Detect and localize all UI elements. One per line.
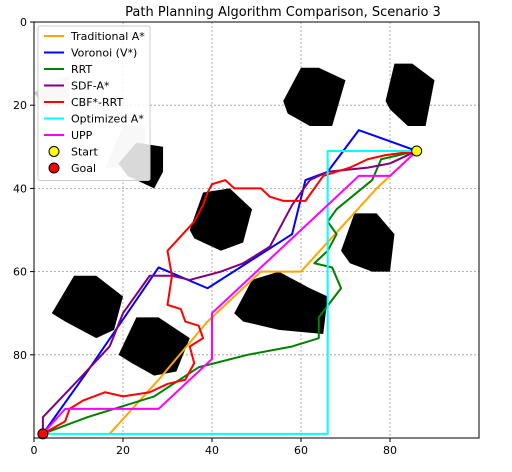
obstacle-6 [341,213,395,272]
y-tick-label-0: 0 [20,16,27,29]
path-line-4 [41,149,418,435]
legend-label-3: SDF-A* [71,80,110,93]
path-line-3 [41,149,418,435]
legend-label-2: RRT [71,63,92,76]
obstacle-1 [385,63,435,126]
x-tick-label-3: 60 [294,444,308,457]
y-tick-label-4: 80 [13,349,27,362]
axis-ticks: 0 20 40 60 80 0 20 40 60 80 [13,16,397,457]
start-marker [411,145,423,157]
y-tick-label-2: 40 [13,182,27,195]
y-tick-label-3: 60 [13,266,27,279]
path-line-6 [41,149,418,435]
legend-label-1: Voronoi (V*) [71,47,137,60]
obstacle-9 [234,271,328,334]
x-tick-label-2: 40 [205,444,219,457]
chart-title: Path Planning Algorithm Comparison, Scen… [125,5,441,20]
x-tick-label-0: 0 [31,444,38,457]
obstacle-7 [51,275,123,339]
legend-start-label: Start [71,146,99,159]
legend-label-5: Optimized A* [71,113,144,126]
x-tick-label-1: 20 [116,444,130,457]
legend-goal-swatch [48,162,60,174]
legend-goal-label: Goal [71,162,96,175]
goal-marker [37,428,49,440]
legend-start-swatch [48,146,60,157]
markers [37,145,423,440]
legend-label-6: UPP [71,129,93,142]
paths [41,129,418,435]
obstacle-8 [118,317,190,376]
path-line-5 [41,149,418,435]
obstacle-0 [283,67,346,126]
obstacles [34,63,435,376]
legend: Traditional A* Voronoi (V*) RRT SDF-A* CBF*-… [37,25,151,181]
x-tick-label-4: 80 [383,444,397,457]
plot-frame [33,21,480,439]
path-line-2 [41,149,418,435]
path-line-1 [41,129,418,435]
path-line-0 [108,149,418,435]
legend-label-0: Traditional A* [70,30,145,43]
y-tick-label-1: 20 [13,99,27,112]
legend-box [37,25,151,181]
obstacle-5 [189,188,253,251]
legend-label-4: CBF*-RRT [71,96,124,109]
